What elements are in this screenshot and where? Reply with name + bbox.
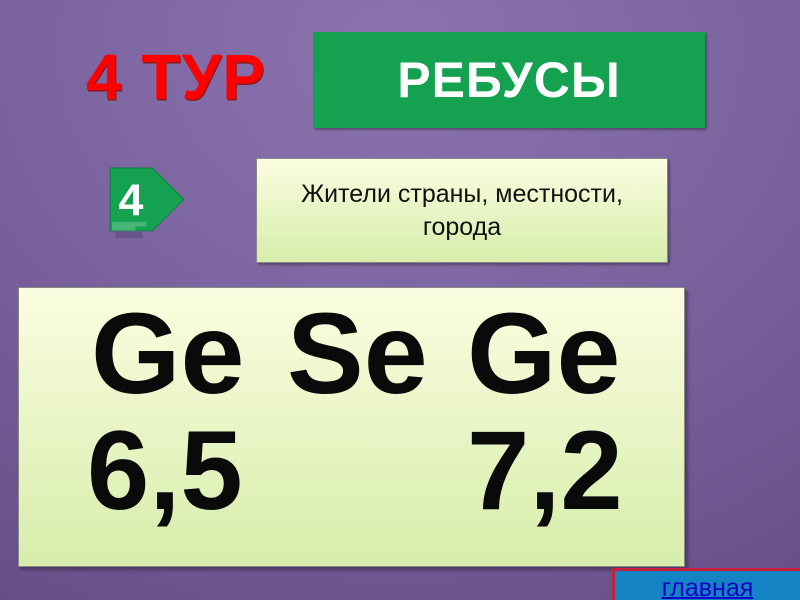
svg-text:4: 4 xyxy=(118,175,143,226)
